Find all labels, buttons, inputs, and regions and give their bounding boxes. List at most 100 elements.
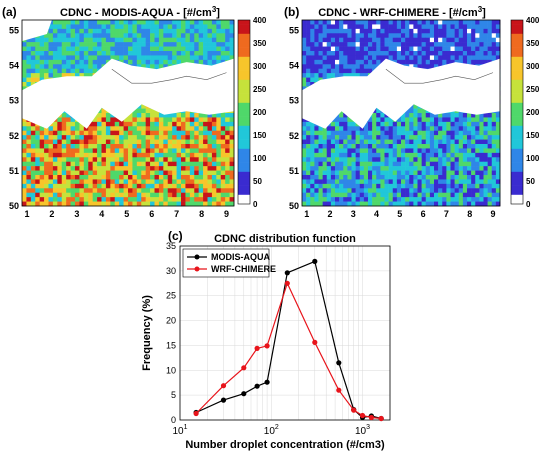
heatmap-cell	[467, 161, 472, 167]
heatmap-cell	[123, 170, 129, 176]
heatmap-cell	[368, 135, 373, 140]
heatmap-cell	[392, 51, 398, 56]
heatmap-cell	[339, 59, 344, 65]
heatmap-cell	[30, 201, 36, 207]
heatmap-cell	[132, 166, 138, 171]
heatmap-cell	[359, 201, 365, 207]
heatmap-cell	[396, 197, 402, 202]
heatmap-cell	[392, 188, 398, 194]
heatmap-cell	[351, 139, 356, 145]
heatmap-cell	[318, 37, 323, 43]
heatmap-cell	[434, 157, 439, 163]
heatmap-cell	[158, 201, 164, 207]
heatmap-cell	[376, 24, 381, 30]
heatmap-cell	[487, 152, 493, 158]
heatmap-cell	[372, 64, 377, 70]
heatmap-cell	[372, 46, 377, 52]
heatmap-cell	[150, 117, 155, 123]
heatmap-cell	[44, 188, 49, 194]
heatmap-cell	[136, 46, 142, 52]
heatmap-cell	[363, 33, 369, 39]
heatmap-cell	[158, 121, 164, 127]
heatmap-cell	[475, 166, 480, 171]
heatmap-cell	[203, 33, 208, 39]
heatmap-cell	[39, 148, 45, 154]
heatmap-cell	[172, 113, 177, 118]
heatmap-cell	[105, 201, 111, 207]
heatmap-cell	[425, 113, 431, 118]
heatmap-cell	[359, 37, 365, 43]
heatmap-cell	[52, 42, 58, 47]
heatmap-cell	[454, 117, 460, 123]
heatmap-cell	[302, 64, 307, 70]
heatmap-cell	[75, 170, 80, 176]
heatmap-cell	[483, 117, 488, 123]
heatmap-cell	[22, 139, 27, 145]
heatmap-cell	[114, 51, 120, 56]
heatmap-cell	[114, 42, 120, 47]
heatmap-cell	[48, 192, 54, 198]
heatmap-cell	[88, 130, 93, 136]
heatmap-cell	[97, 135, 102, 140]
heatmap-cell	[347, 51, 352, 56]
heatmap-cell	[189, 126, 195, 132]
heatmap-cell	[22, 42, 27, 47]
heatmap-cell	[150, 188, 155, 194]
heatmap-cell	[22, 117, 27, 123]
heatmap-cell	[66, 55, 71, 61]
heatmap-cell	[57, 130, 63, 136]
heatmap-cell	[384, 51, 389, 56]
colorbar-segment	[511, 167, 523, 173]
heatmap-cell	[203, 175, 208, 180]
heatmap-cell	[52, 121, 58, 127]
heatmap-cell	[475, 121, 480, 127]
heatmap-cell	[479, 170, 484, 176]
heatmap-cell	[35, 152, 40, 158]
heatmap-cell	[372, 175, 377, 180]
heatmap-cell	[302, 33, 307, 39]
heatmap-cell	[198, 117, 204, 123]
heatmap-cell	[495, 197, 501, 202]
heatmap-cell	[306, 64, 311, 70]
heatmap-cell	[405, 51, 410, 56]
heatmap-cell	[376, 121, 381, 127]
heatmap-cell	[101, 135, 107, 140]
heatmap-cell	[225, 170, 230, 176]
heatmap-cell	[88, 197, 93, 202]
heatmap-cell	[405, 46, 410, 52]
heatmap-cell	[314, 161, 319, 167]
heatmap-cell	[52, 197, 58, 202]
heatmap-cell	[384, 157, 389, 163]
heatmap-cell	[66, 152, 71, 158]
heatmap-cell	[302, 170, 307, 176]
heatmap-cell	[66, 157, 71, 163]
heatmap-cell	[123, 148, 129, 154]
heatmap-cell	[372, 55, 377, 61]
heatmap-cell	[66, 139, 71, 145]
heatmap-cell	[462, 42, 468, 47]
heatmap-cell	[376, 113, 381, 118]
heatmap-cell	[450, 59, 455, 65]
heatmap-cell	[487, 170, 493, 176]
heatmap-cell	[425, 144, 431, 149]
heatmap-cell	[335, 201, 340, 207]
heatmap-cell	[123, 28, 129, 34]
heatmap-cell	[413, 117, 418, 123]
heatmap-cell	[458, 152, 464, 158]
heatmap-cell	[220, 51, 226, 56]
heatmap-cell	[181, 126, 186, 132]
heatmap-cell	[150, 108, 155, 114]
heatmap-cell	[211, 148, 217, 154]
heatmap-cell	[442, 170, 447, 176]
heatmap-cell	[194, 59, 199, 65]
heatmap-cell	[128, 113, 133, 118]
heatmap-cell	[88, 51, 93, 56]
heatmap-cell	[75, 161, 80, 167]
heatmap-cell	[163, 121, 169, 127]
heatmap-cell	[79, 157, 85, 163]
heatmap-cell	[429, 135, 435, 140]
y-tick-label: 25	[166, 291, 176, 301]
heatmap-cell	[181, 157, 186, 163]
